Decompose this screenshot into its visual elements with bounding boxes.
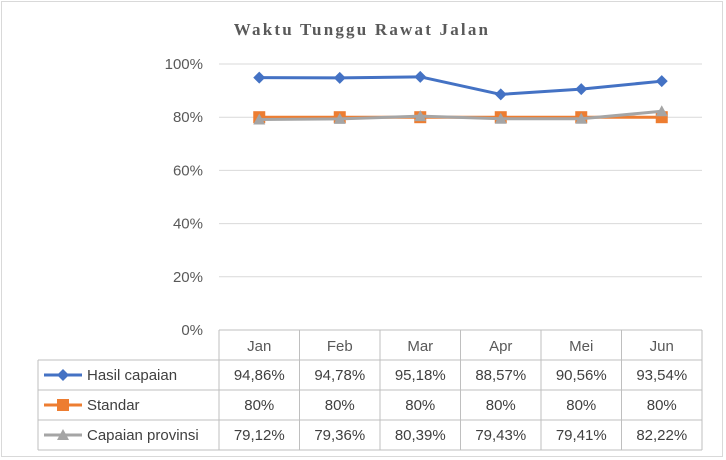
y-axis-ticks: 0% 20% 40% 60% 80% 100% — [165, 56, 203, 339]
data-point — [333, 71, 346, 84]
data-label: 94,86% — [234, 367, 285, 384]
data-point — [655, 75, 668, 88]
y-tick-label: 60% — [173, 162, 203, 179]
series-layer — [253, 70, 668, 125]
x-tick-label: Mei — [569, 338, 593, 355]
data-point — [253, 113, 266, 125]
x-tick-label: Jan — [247, 338, 271, 355]
data-point — [655, 105, 668, 117]
data-point — [253, 71, 266, 84]
gridlines — [219, 63, 702, 278]
data-label: 88,57% — [475, 367, 526, 384]
data-point — [494, 112, 507, 124]
data-label: 80% — [325, 397, 355, 414]
y-tick-label: 40% — [173, 216, 203, 233]
data-label: 79,12% — [234, 427, 285, 444]
data-point — [575, 83, 588, 96]
y-tick-label: 20% — [173, 269, 203, 286]
data-label: 80% — [566, 397, 596, 414]
series-line — [259, 109, 662, 122]
series-line — [259, 75, 662, 96]
data-label: 79,36% — [314, 427, 365, 444]
data-label: 94,78% — [314, 367, 365, 384]
data-label: 82,22% — [636, 427, 687, 444]
legend-entry: Capaian provinsi — [87, 427, 199, 444]
data-point — [414, 70, 427, 83]
data-point — [414, 110, 427, 122]
x-tick-label: Mar — [407, 338, 433, 355]
y-tick-label: 80% — [173, 109, 203, 126]
data-table: Jan Feb Mar Apr Mei Jun Hasil capaian 94,86% 94,… — [37, 329, 703, 451]
x-tick-label: Jun — [650, 338, 674, 355]
data-label: 80% — [244, 397, 274, 414]
data-point — [333, 112, 346, 124]
legend-entry: Standar — [87, 397, 140, 414]
data-point — [575, 112, 588, 124]
chart-title: Waktu Tunggu Rawat Jalan — [234, 20, 490, 39]
series-hasil-capaian — [253, 70, 668, 101]
data-label: 79,41% — [556, 427, 607, 444]
legend-entry: Hasil capaian — [87, 367, 177, 384]
y-tick-label: 100% — [165, 56, 203, 73]
legend-marker — [57, 369, 69, 381]
x-tick-label: Feb — [327, 338, 353, 355]
data-label: 80,39% — [395, 427, 446, 444]
data-label: 79,43% — [475, 427, 526, 444]
series-capaian-provinsi — [253, 105, 668, 125]
data-label: 93,54% — [636, 367, 687, 384]
data-label: 80% — [405, 397, 435, 414]
x-tick-label: Apr — [489, 338, 512, 355]
data-label: 80% — [486, 397, 516, 414]
legend-marker — [57, 399, 69, 411]
data-label: 95,18% — [395, 367, 446, 384]
data-label: 90,56% — [556, 367, 607, 384]
data-point — [494, 88, 507, 101]
legend-marker — [57, 429, 69, 440]
data-label: 80% — [647, 397, 677, 414]
y-tick-label: 0% — [181, 322, 203, 339]
